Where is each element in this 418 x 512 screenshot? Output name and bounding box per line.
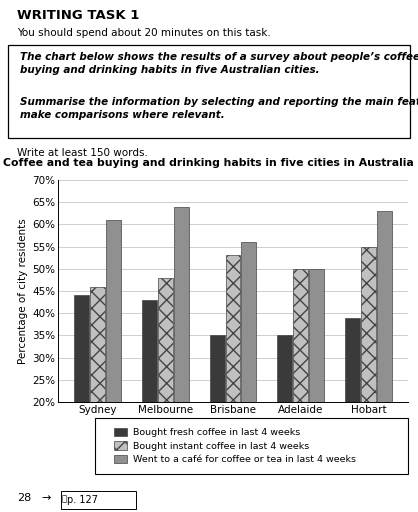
FancyBboxPatch shape	[61, 491, 136, 509]
Text: p. 127: p. 127	[66, 495, 98, 505]
Bar	[278, 335, 292, 491]
Text: →: →	[42, 493, 51, 503]
Text: 📎: 📎	[62, 494, 67, 503]
Text: WRITING TASK 1: WRITING TASK 1	[17, 9, 139, 22]
Bar	[209, 335, 224, 491]
Bar	[90, 287, 105, 491]
Bar	[345, 317, 360, 491]
Legend: Bought fresh coffee in last 4 weeks, Bought instant coffee in last 4 weeks, Went: Bought fresh coffee in last 4 weeks, Bou…	[112, 425, 358, 466]
FancyBboxPatch shape	[8, 45, 410, 138]
Text: Write at least 150 words.: Write at least 150 words.	[17, 148, 148, 158]
Text: You should spend about 20 minutes on this task.: You should spend about 20 minutes on thi…	[17, 28, 270, 38]
FancyBboxPatch shape	[95, 418, 408, 474]
Text: 28: 28	[17, 493, 31, 503]
Bar	[158, 278, 173, 491]
Bar	[226, 255, 240, 491]
Bar	[293, 269, 308, 491]
Bar	[106, 220, 121, 491]
Bar	[142, 300, 157, 491]
Bar	[242, 242, 256, 491]
Bar	[74, 295, 89, 491]
Bar	[309, 269, 324, 491]
Text: Summarise the information by selecting and reporting the main features, and
make: Summarise the information by selecting a…	[20, 97, 418, 120]
Text: The chart below shows the results of a survey about people’s coffee and tea
buyi: The chart below shows the results of a s…	[20, 52, 418, 75]
Text: Coffee and tea buying and drinking habits in five cities in Australia: Coffee and tea buying and drinking habit…	[3, 158, 414, 168]
Bar	[361, 247, 376, 491]
Bar	[173, 207, 189, 491]
Y-axis label: Percentage of city residents: Percentage of city residents	[18, 218, 28, 364]
Bar	[377, 211, 392, 491]
